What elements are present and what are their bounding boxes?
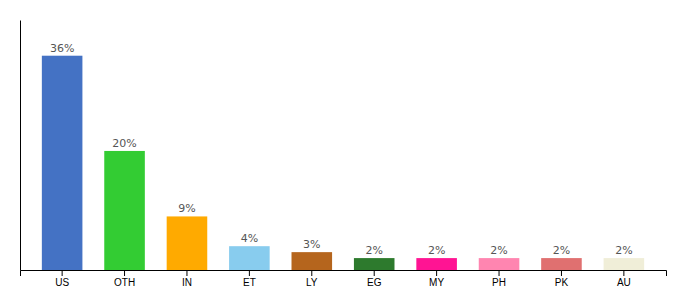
- bar: [167, 216, 208, 270]
- bar: [541, 258, 582, 270]
- data-label: 2%: [553, 244, 570, 257]
- x-tick-label: IN: [182, 277, 192, 288]
- x-tick-label: PH: [492, 277, 506, 288]
- data-labels: 36% 20% 9% 4% 3% 2% 2% 2% 2% 2%: [50, 42, 633, 257]
- x-tick: PH: [492, 270, 506, 288]
- x-tick-label: AU: [617, 277, 631, 288]
- bar: [416, 258, 457, 270]
- x-tick-mark: [124, 270, 125, 276]
- data-label: 2%: [490, 244, 507, 257]
- x-tick: MY: [429, 270, 444, 288]
- x-tick-mark: [374, 270, 375, 276]
- data-label: 2%: [365, 244, 382, 257]
- bar: [479, 258, 520, 270]
- x-tick-mark: [186, 270, 187, 276]
- x-tick-label: MY: [429, 277, 444, 288]
- x-tick-label: OTH: [114, 277, 135, 288]
- x-tick: PK: [555, 270, 569, 288]
- plot: US OTH IN ET LY EG MY PH PK AU 36% 20% 9% 4% 3% 2% 2% 2% 2…: [21, 21, 667, 289]
- data-label: 20%: [112, 137, 136, 150]
- x-axis-line: [21, 271, 667, 277]
- data-label: 36%: [50, 42, 74, 55]
- bar: [42, 56, 83, 270]
- x-tick: AU: [617, 270, 631, 288]
- x-tick-mark: [62, 270, 63, 276]
- y-axis: [20, 21, 21, 271]
- x-tick: ET: [243, 270, 256, 288]
- x-tick: EG: [367, 270, 382, 288]
- bar: [229, 246, 270, 270]
- x-tick-mark: [499, 270, 500, 276]
- data-label: 2%: [615, 244, 632, 257]
- x-tick-label: ET: [243, 277, 256, 288]
- bars: [42, 56, 644, 270]
- x-tick: LY: [306, 270, 318, 288]
- x-tick-mark: [311, 270, 312, 276]
- bar: [354, 258, 395, 270]
- x-tick: IN: [182, 270, 192, 288]
- data-label: 9%: [178, 202, 195, 215]
- data-label: 3%: [303, 238, 320, 251]
- x-tick: OTH: [114, 270, 135, 288]
- y-axis-line: [20, 21, 21, 271]
- bar: [292, 252, 333, 270]
- x-tick-label: EG: [367, 277, 382, 288]
- x-axis: US OTH IN ET LY EG MY PH PK AU: [21, 270, 667, 288]
- x-tick-mark: [561, 270, 562, 276]
- x-tick-mark: [623, 270, 624, 276]
- chart: US OTH IN ET LY EG MY PH PK AU 36% 20% 9% 4% 3% 2% 2% 2% 2…: [0, 0, 680, 300]
- x-tick-label: LY: [306, 277, 318, 288]
- x-tick-label: US: [55, 277, 69, 288]
- data-label: 4%: [241, 232, 258, 245]
- bar: [104, 151, 145, 270]
- x-tick-mark: [436, 270, 437, 276]
- x-tick-mark: [249, 270, 250, 276]
- bar: [604, 258, 645, 270]
- x-tick-label: PK: [555, 277, 569, 288]
- x-tick: US: [55, 270, 69, 288]
- data-label: 2%: [428, 244, 445, 257]
